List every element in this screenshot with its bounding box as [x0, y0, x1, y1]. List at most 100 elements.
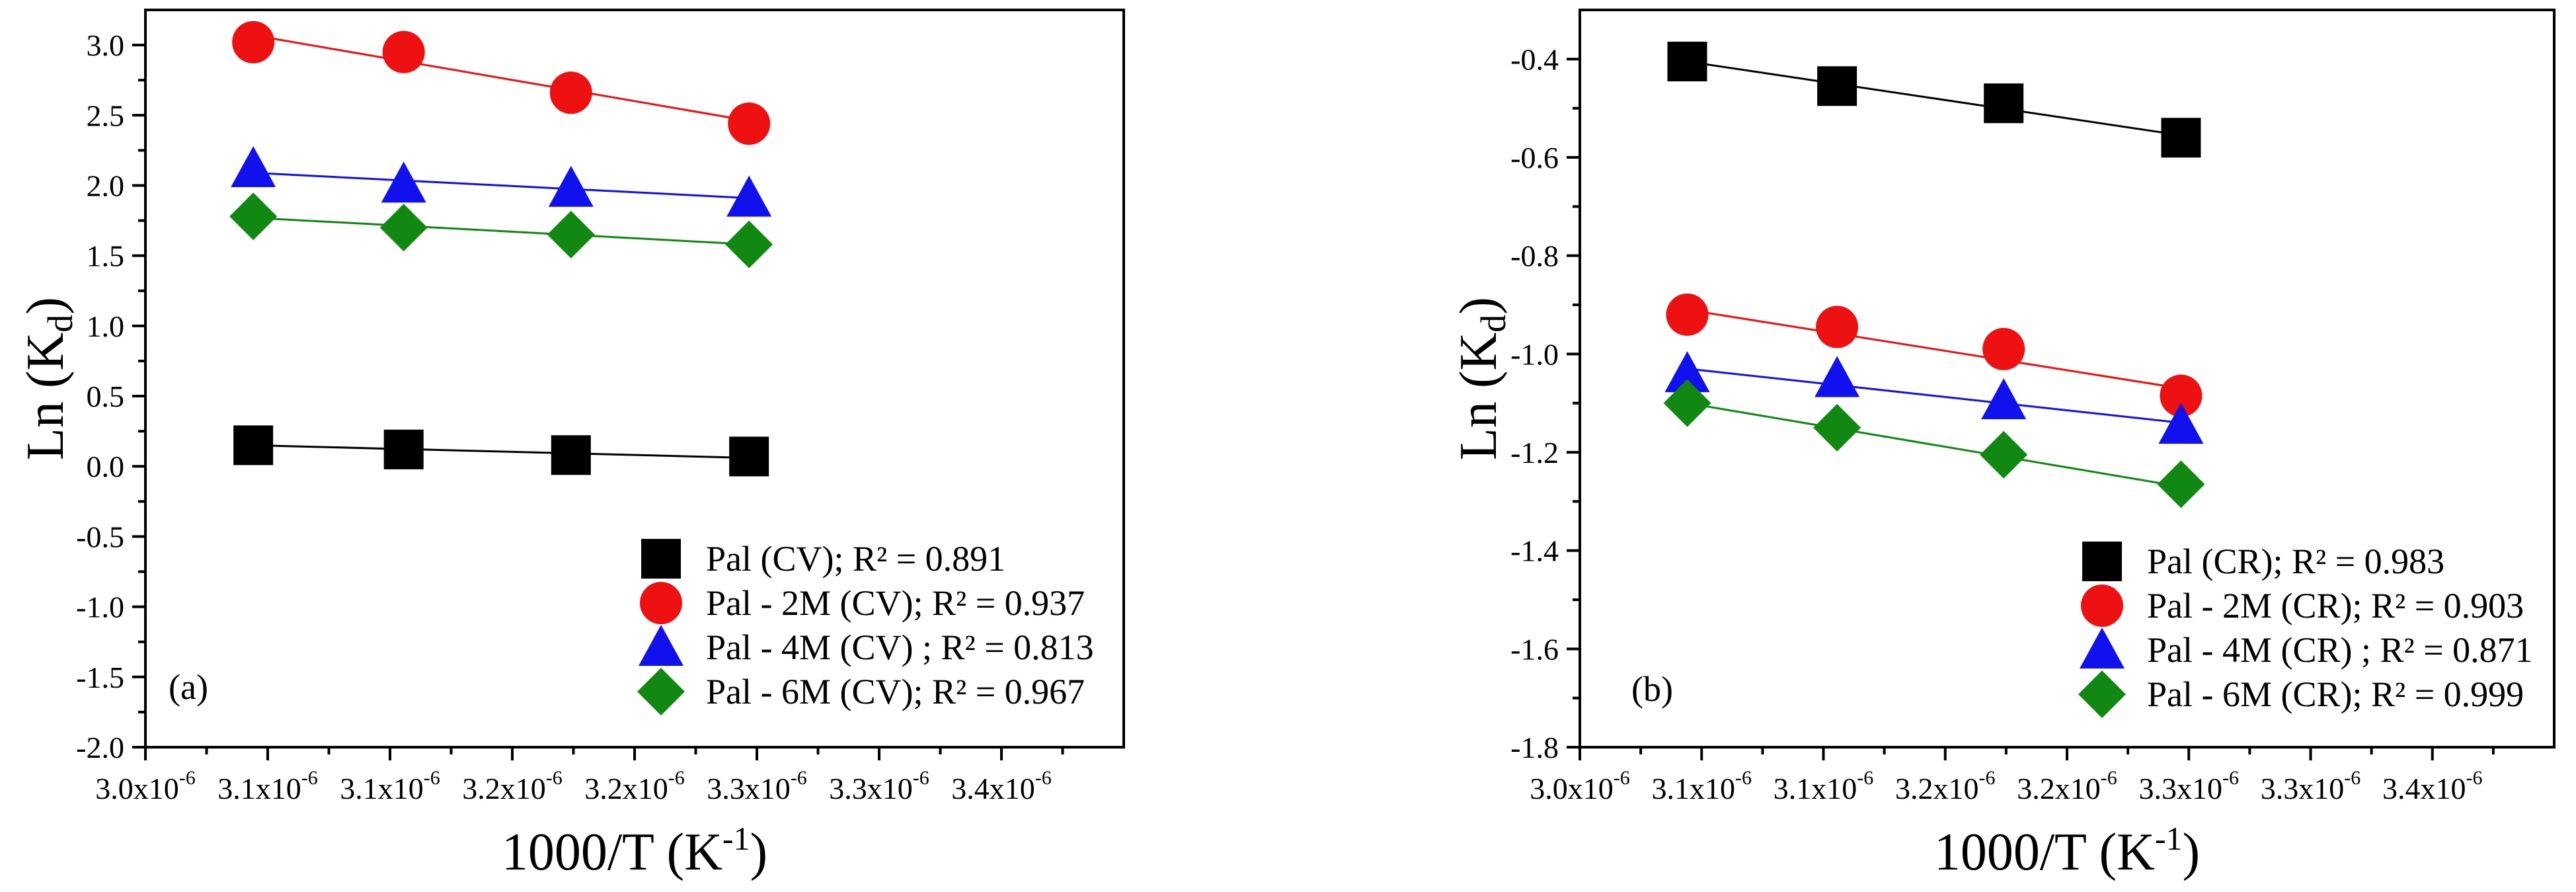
x-tick-label: 3.2x10-6	[1895, 767, 1996, 805]
x-tick-label: 3.4x10-6	[951, 767, 1052, 805]
data-point-circle	[549, 71, 592, 114]
y-tick-label: -0.8	[1510, 239, 1559, 273]
x-tick-label: 3.3x10-6	[707, 767, 807, 805]
legend-label: Pal - 2M (CR); R² = 0.903	[2147, 586, 2524, 626]
panel-label: (a)	[169, 667, 208, 707]
data-point-square	[1984, 83, 2024, 124]
data-point-square	[551, 435, 591, 475]
legend-label: Pal - 6M (CR); R² = 0.999	[2147, 674, 2524, 714]
fit-line-square	[253, 444, 750, 459]
data-point-circle	[2160, 374, 2203, 417]
y-tick-label: 0.5	[87, 380, 125, 413]
y-axis-title: Ln (Kd)	[17, 297, 80, 460]
x-axis-title: 1000/T (K-1)	[1934, 820, 2200, 881]
fit-line-circle	[1687, 308, 2181, 389]
data-point-triangle	[1664, 351, 1710, 393]
y-axis-title: Ln (Kd)	[1450, 297, 1513, 460]
legend-marker-circle	[2081, 585, 2123, 627]
chart-panel-b: 3.0x10-6 3.1x10-6 3.1x10-6 3.2x10-6 3.2x10-6…	[1450, 9, 2556, 881]
x-tick-label: 3.1x10-6	[340, 767, 440, 805]
y-tick-label: 2.0	[87, 169, 125, 202]
legend-label: Pal (CV); R² = 0.891	[706, 539, 1005, 579]
data-point-triangle	[726, 175, 772, 217]
data-point-square	[1667, 42, 1707, 82]
y-tick-label: -0.6	[1510, 141, 1559, 175]
legend-marker-diamond	[637, 668, 685, 715]
data-point-diamond	[379, 204, 428, 252]
legend-marker-circle	[640, 582, 682, 624]
y-tick-label: -2.0	[76, 731, 124, 764]
data-point-circle	[728, 102, 771, 145]
y-tick-label: -1.6	[1510, 632, 1559, 666]
y-tick-label: 3.0	[87, 28, 125, 62]
legend-marker-diamond	[2078, 670, 2126, 718]
data-point-diamond	[547, 210, 595, 259]
data-point-triangle	[231, 145, 276, 187]
y-tick-label: 0.0	[87, 450, 125, 483]
x-tick-label: 3.0x10-6	[1530, 767, 1630, 805]
x-tick-label: 3.1x10-6	[1652, 767, 1752, 805]
data-point-circle	[232, 20, 275, 63]
data-point-diamond	[1663, 379, 1711, 427]
x-tick-label: 3.1x10-6	[1774, 767, 1874, 805]
data-point-square	[1817, 66, 1857, 106]
chart-panel-a: 3.0x10-6 3.1x10-6 3.1x10-6 3.2x10-6 3.2x10-6…	[17, 9, 1125, 881]
data-point-triangle	[381, 161, 426, 203]
legend-marker-square	[2082, 542, 2122, 581]
data-point-diamond	[2157, 460, 2205, 508]
x-tick-label: 3.3x10-6	[2139, 767, 2240, 805]
y-tick-label: -1.0	[1510, 337, 1559, 371]
data-point-square	[383, 429, 424, 469]
y-tick-label: -1.0	[76, 590, 124, 624]
data-point-diamond	[1980, 430, 2028, 479]
data-point-square	[233, 425, 274, 466]
data-point-square	[729, 436, 769, 477]
fit-line-circle	[253, 34, 750, 122]
x-tick-label: 3.3x10-6	[2261, 767, 2361, 805]
panel-label: (b)	[1631, 669, 1673, 709]
data-point-triangle	[1981, 378, 2027, 419]
data-point-diamond	[725, 220, 773, 268]
legend-marker-triangle	[639, 625, 683, 666]
x-axis-title: 1000/T (K-1)	[502, 820, 767, 881]
data-point-triangle	[548, 165, 594, 207]
y-tick-label: -1.8	[1510, 731, 1559, 764]
data-point-square	[2161, 118, 2201, 158]
data-point-circle	[1982, 327, 2025, 370]
legend-label: Pal - 4M (CR) ; R² = 0.871	[2147, 630, 2533, 670]
fit-line-diamond	[253, 216, 750, 246]
x-tick-label: 3.0x10-6	[95, 767, 196, 805]
y-tick-label: 2.5	[87, 99, 125, 132]
x-tick-label: 3.1x10-6	[217, 767, 318, 805]
y-tick-label: -0.5	[76, 520, 124, 553]
data-point-circle	[1816, 305, 1859, 348]
x-tick-label: 3.3x10-6	[829, 767, 929, 805]
legend-marker-triangle	[2080, 628, 2125, 669]
legend-marker-square	[641, 539, 681, 579]
fit-line-triangle	[1687, 368, 2181, 424]
y-tick-label: 1.0	[87, 309, 125, 343]
data-point-triangle	[1815, 356, 1860, 397]
x-tick-label: 3.2x10-6	[462, 767, 563, 805]
data-point-triangle	[2158, 403, 2204, 444]
y-tick-label: -0.4	[1510, 42, 1559, 76]
data-point-diamond	[1813, 403, 1861, 452]
y-tick-label: -1.5	[76, 661, 124, 694]
x-tick-label: 3.2x10-6	[2017, 767, 2117, 805]
fit-line-square	[1687, 60, 2181, 137]
y-tick-label: -1.2	[1510, 436, 1559, 469]
data-point-circle	[1666, 293, 1709, 336]
x-tick-label: 3.4x10-6	[2382, 767, 2483, 805]
legend-label: Pal - 6M (CV); R² = 0.967	[706, 672, 1085, 711]
legend-label: Pal (CR); R² = 0.983	[2147, 542, 2444, 581]
data-point-circle	[382, 30, 425, 73]
data-point-diamond	[229, 192, 278, 241]
x-tick-label: 3.2x10-6	[584, 767, 685, 805]
fit-line-triangle	[253, 171, 750, 200]
y-tick-label: -1.4	[1510, 534, 1559, 568]
y-tick-label: 1.5	[87, 239, 125, 273]
legend-label: Pal - 4M (CV) ; R² = 0.813	[706, 628, 1094, 667]
fit-line-diamond	[1687, 402, 2181, 488]
legend-label: Pal - 2M (CV); R² = 0.937	[706, 583, 1085, 623]
